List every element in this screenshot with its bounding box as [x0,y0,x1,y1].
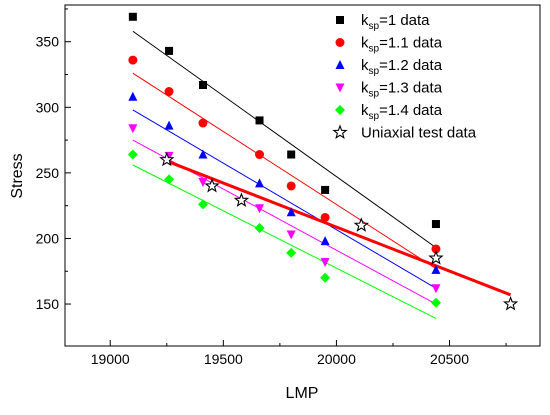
data-point-triangle-up [128,91,138,101]
x-axis-label: LMP [286,385,319,402]
data-point-circle [320,212,330,222]
legend-item: ksp=1.2 data [335,57,443,77]
legend-item: ksp=1.3 data [335,80,443,100]
legend-label: ksp=1.1 data [361,35,443,55]
data-point-star [502,295,519,311]
x-tick-label: 19000 [91,351,130,367]
data-point-triangle-down [320,258,330,268]
data-point-square [128,12,137,21]
y-axis: 150 200 250 300 350 [36,8,71,312]
fit-line [132,30,437,249]
data-point-triangle-down [198,178,208,188]
data-point-circle [255,150,265,160]
y-tick-label: 200 [36,230,60,246]
x-tick-label: 20000 [317,351,356,367]
x-tick-label: 20500 [430,351,469,367]
data-point-star [233,192,250,207]
data-point-diamond [127,149,138,160]
legend-item: ksp=1.4 data [335,102,443,122]
plot-frame [64,4,541,347]
legend-label: ksp=1.2 data [361,57,443,77]
legend-item: Uniaxial test data [332,124,477,142]
data-point-star [428,250,444,265]
data-point-circle [335,38,345,47]
data-point-star [332,124,348,140]
y-tick-label: 250 [36,165,60,181]
fit-line [132,72,437,270]
data-point-square [165,46,174,55]
x-axis: 19000 19500 20000 20500 [91,340,507,367]
legend-item: ksp=1 data [336,12,430,32]
y-axis-label: Stress [9,153,26,198]
data-point-circle [164,87,174,97]
data-point-diamond [254,222,265,233]
data-point-square [287,150,296,159]
legend-label: Uniaxial test data [361,125,477,142]
data-point-triangle-up [335,60,345,69]
legend-item: ksp=1.1 data [335,35,443,55]
data-point-square [431,220,440,229]
data-point-square [336,16,344,24]
fit-line [132,164,437,319]
data-point-diamond [320,272,331,283]
data-point-diamond [335,105,345,115]
x-tick-label: 19500 [204,351,243,367]
data-point-square [198,81,207,90]
data-point-star [159,151,175,167]
data-points [127,12,519,311]
data-point-circle [198,118,208,128]
data-point-triangle-up [320,236,330,246]
data-point-square [255,116,264,125]
data-point-circle [286,181,296,191]
fit-line [166,159,512,297]
data-point-circle [431,244,441,254]
fit-line [132,109,437,289]
data-point-triangle-down [255,204,265,214]
data-point-diamond [286,247,297,258]
legend-label: ksp=1.4 data [361,102,443,122]
data-point-triangle-up [164,120,174,130]
data-point-triangle-up [255,178,265,188]
data-point-diamond [164,174,175,185]
y-tick-label: 150 [36,296,60,312]
data-point-triangle-up [431,264,441,274]
data-point-triangle-up [198,149,208,159]
y-tick-label: 300 [36,99,60,115]
data-point-triangle-up [286,207,296,217]
data-point-circle [128,55,138,65]
legend-label: ksp=1.3 data [361,80,443,100]
data-point-triangle-down [431,284,441,294]
legend-label: ksp=1 data [361,12,430,32]
data-point-triangle-down [128,124,138,134]
data-point-triangle-down [286,230,296,240]
data-point-square [321,185,330,194]
data-point-diamond [197,199,208,210]
fit-lines [132,30,512,319]
data-point-diamond [430,297,441,308]
data-point-star [353,217,369,232]
data-point-star [204,177,220,193]
y-tick-label: 350 [36,34,60,50]
data-point-triangle-down [335,83,345,93]
